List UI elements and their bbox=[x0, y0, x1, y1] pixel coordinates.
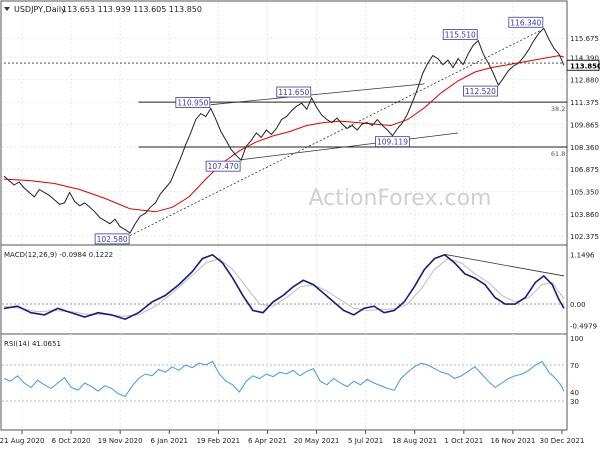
price-tick-label: 106.875 bbox=[570, 166, 599, 174]
price-level-label-box bbox=[463, 85, 498, 97]
macd-tick-label: 1.1496 bbox=[570, 251, 595, 259]
price-tick-label: 108.360 bbox=[570, 144, 599, 152]
x-tick-label: 19 Nov 2020 bbox=[98, 437, 143, 445]
price-level-label: 112.520 bbox=[465, 87, 496, 96]
ohlc-values: 113.653 113.939 113.605 113.850 bbox=[62, 5, 202, 14]
price-level-label: 109.119 bbox=[377, 138, 408, 147]
trendline bbox=[241, 132, 459, 161]
price-level-label: 111.650 bbox=[278, 88, 309, 97]
price-level-label: 115.510 bbox=[445, 31, 476, 40]
price-tick-label: 115.675 bbox=[570, 35, 599, 43]
price-tick-label: 102.375 bbox=[570, 233, 599, 241]
price-level-label: 107.470 bbox=[208, 162, 239, 171]
price-level-label-box bbox=[508, 16, 544, 28]
x-tick-label: 6 Jan 2021 bbox=[151, 437, 189, 445]
rsi-tick-label: 40 bbox=[570, 389, 579, 397]
x-tick-label: 1 Oct 2021 bbox=[444, 437, 483, 445]
x-tick-label: 18 Aug 2021 bbox=[392, 437, 437, 445]
price-tick-label: 112.880 bbox=[570, 77, 599, 85]
price-tick-label: 105.350 bbox=[570, 189, 599, 197]
watermark: ActionForex.com bbox=[309, 186, 492, 211]
rsi-line bbox=[3, 360, 565, 398]
rsi-title: RSI(14) 41.0651 bbox=[4, 340, 61, 348]
rsi-series bbox=[2, 360, 566, 402]
macd-series bbox=[2, 253, 566, 321]
trendline bbox=[129, 28, 544, 236]
rsi-tick-label: 30 bbox=[570, 398, 579, 406]
trendline bbox=[210, 83, 425, 106]
price-level-label-box bbox=[205, 160, 241, 172]
x-tick-label: 21 Aug 2020 bbox=[0, 437, 44, 445]
x-tick-label: 30 Dec 2021 bbox=[540, 437, 585, 445]
price-level-label-box bbox=[375, 136, 410, 148]
x-tick-label: 6 Oct 2020 bbox=[52, 437, 91, 445]
x-tick-label: 6 Apr 2021 bbox=[248, 437, 287, 445]
price-level-label-box bbox=[94, 233, 130, 245]
chevron-down-icon[interactable] bbox=[4, 7, 10, 11]
macd-tick-label: -0.4979 bbox=[570, 323, 597, 331]
macd-title: MACD(12,26,9) -0.0984 0.1222 bbox=[4, 251, 113, 259]
grid-lines bbox=[2, 2, 566, 430]
last-price-label: 113.850 bbox=[570, 62, 600, 70]
price-level-label-box bbox=[442, 29, 478, 41]
price-level-label: 102.580 bbox=[97, 235, 128, 244]
macd-panel-frame bbox=[0, 244, 568, 335]
price-level-label: 116.340 bbox=[510, 18, 541, 27]
price-panel-frame bbox=[0, 0, 568, 246]
macd-line bbox=[3, 253, 565, 321]
symbol-title: USDJPY,Daily bbox=[14, 5, 66, 14]
x-tick-label: 16 Nov 2021 bbox=[490, 437, 535, 445]
price-line bbox=[3, 27, 565, 234]
rsi-panel-frame bbox=[0, 333, 568, 431]
time-axis: 21 Aug 2020 6 Oct 2020 19 Nov 2020 6 Jan 20… bbox=[0, 430, 584, 445]
macd-trendline bbox=[444, 253, 565, 277]
x-tick-label: 5 Jul 2021 bbox=[348, 437, 383, 445]
price-tick-label: 109.865 bbox=[570, 122, 599, 130]
price-axis: 115.675 114.390 112.880 111.375 109.865 108.3… bbox=[566, 35, 600, 241]
x-tick-label: 19 Feb 2021 bbox=[197, 437, 241, 445]
rsi-tick-label: 70 bbox=[570, 362, 579, 370]
price-level-label-box bbox=[276, 86, 312, 98]
fib-level-label: 38.2 bbox=[551, 105, 565, 113]
last-price-box bbox=[566, 59, 600, 71]
macd-axis: 1.1496 0.00 -0.4979 bbox=[570, 251, 597, 330]
moving-average-line bbox=[3, 55, 565, 213]
rsi-tick-label: 100 bbox=[570, 335, 583, 343]
price-level-label: 110.950 bbox=[177, 98, 208, 107]
macd-tick-label: 0.00 bbox=[570, 301, 586, 309]
price-tick-label: 103.860 bbox=[570, 211, 599, 219]
price-series: 38.2 61.8 102.580 110.950 107.470 111.650 109.… bbox=[3, 16, 568, 245]
fib-level-label: 61.8 bbox=[551, 150, 565, 158]
price-tick-label: 114.390 bbox=[570, 54, 599, 62]
x-tick-label: 20 May 2021 bbox=[294, 437, 340, 445]
price-level-label-box bbox=[175, 97, 211, 108]
price-tick-label: 111.375 bbox=[570, 99, 599, 107]
